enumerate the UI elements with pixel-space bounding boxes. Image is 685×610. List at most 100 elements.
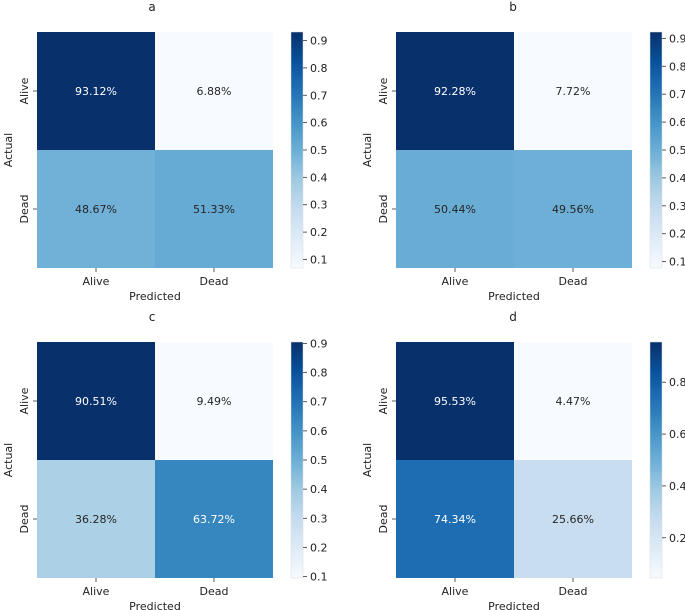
colorbar-tick-label: 0.6	[669, 116, 685, 129]
colorbar-tick-label: 0.4	[669, 172, 685, 185]
colorbar-tick-label: 0.4	[310, 483, 328, 496]
heatmap-cell	[155, 460, 273, 578]
colorbar-tick-label: 0.3	[669, 200, 685, 213]
cell-value-label: 50.44%	[434, 203, 476, 216]
x-tick-label: Dead	[559, 585, 588, 598]
cell-value-label: 90.51%	[75, 395, 117, 408]
cell-value-label: 36.28%	[75, 513, 117, 526]
panel-title: c	[149, 310, 156, 324]
heatmap-cell	[37, 342, 155, 460]
colorbar-tick-label: 0.6	[669, 428, 685, 441]
cell-value-label: 7.72%	[556, 85, 591, 98]
heatmap-cell	[514, 460, 632, 578]
cell-value-label: 48.67%	[75, 203, 117, 216]
x-tick-label: Alive	[83, 275, 110, 288]
panel-title: a	[148, 0, 155, 14]
cell-value-label: 92.28%	[434, 85, 476, 98]
colorbar-tick-label: 0.8	[310, 62, 328, 75]
confusion-matrix-panel-a: a 93.12% 6.88% 48.67% 51.33% Alive Dead Predict…	[2, 0, 328, 303]
confusion-matrix-panel-c: c 90.51% 9.49% 36.28% 63.72% Alive Dead Predict…	[2, 310, 328, 610]
colorbar-tick-label: 0.2	[669, 532, 685, 545]
x-axis-label: Predicted	[129, 290, 181, 303]
y-tick-label: Dead	[377, 505, 390, 534]
colorbar-tick-label: 0.5	[669, 144, 685, 157]
cell-value-label: 6.88%	[197, 85, 232, 98]
y-tick-label: Alive	[18, 77, 31, 104]
cell-value-label: 63.72%	[193, 513, 235, 526]
y-tick-label: Alive	[377, 77, 390, 104]
colorbar-tick-label: 0.4	[669, 480, 685, 493]
heatmap-cell	[396, 460, 514, 578]
colorbar-tick-label: 0.7	[310, 396, 328, 409]
x-tick-label: Alive	[83, 585, 110, 598]
heatmap-cell	[155, 342, 273, 460]
colorbar-tick-label: 0.6	[310, 425, 328, 438]
y-tick-label: Dead	[377, 195, 390, 224]
x-axis-label: Predicted	[488, 290, 540, 303]
colorbar-tick-label: 0.1	[669, 256, 685, 269]
cell-value-label: 93.12%	[75, 85, 117, 98]
y-tick-label: Dead	[18, 505, 31, 534]
cell-value-label: 49.56%	[552, 203, 594, 216]
colorbar-tick-label: 0.4	[310, 171, 328, 184]
colorbar-tick-label: 0.8	[669, 60, 685, 73]
heatmap-cell	[155, 32, 273, 150]
y-axis-label: Actual	[2, 443, 15, 477]
heatmap-cell	[37, 460, 155, 578]
colorbar-tick-label: 0.6	[310, 117, 328, 130]
colorbar-tick-label: 0.8	[310, 367, 328, 380]
colorbar-tick-label: 0.1	[310, 571, 328, 584]
colorbar-tick-label: 0.5	[310, 454, 328, 467]
x-tick-label: Alive	[442, 275, 469, 288]
cell-value-label: 25.66%	[552, 513, 594, 526]
cell-value-label: 9.49%	[197, 395, 232, 408]
heatmap-cell	[396, 32, 514, 150]
colorbar-tick-label: 0.3	[310, 199, 328, 212]
heatmap-cell	[396, 150, 514, 268]
heatmap-cell	[514, 32, 632, 150]
y-tick-label: Alive	[18, 387, 31, 414]
colorbar	[290, 341, 304, 579]
panel-title: b	[509, 0, 517, 14]
colorbar-tick-label: 0.9	[669, 32, 685, 45]
y-tick-label: Dead	[18, 195, 31, 224]
x-tick-label: Dead	[559, 275, 588, 288]
y-axis-label: Actual	[2, 133, 15, 167]
x-tick-label: Dead	[200, 275, 229, 288]
cell-value-label: 4.47%	[556, 395, 591, 408]
x-axis-label: Predicted	[129, 600, 181, 610]
y-axis-label: Actual	[361, 133, 374, 167]
colorbar	[290, 31, 304, 269]
cell-value-label: 95.53%	[434, 395, 476, 408]
colorbar-tick-label: 0.2	[310, 541, 328, 554]
colorbar-tick-label: 0.2	[669, 228, 685, 241]
cell-value-label: 74.34%	[434, 513, 476, 526]
heatmap-cell	[514, 342, 632, 460]
x-tick-label: Dead	[200, 585, 229, 598]
panel-title: d	[509, 310, 517, 324]
colorbar-tick-label: 0.5	[310, 144, 328, 157]
colorbar-tick-label: 0.7	[310, 89, 328, 102]
y-axis-label: Actual	[361, 443, 374, 477]
colorbar	[649, 341, 663, 579]
heatmap-cell	[155, 150, 273, 268]
colorbar-tick-label: 0.8	[669, 376, 685, 389]
y-tick-label: Alive	[377, 387, 390, 414]
colorbar-tick-label: 0.2	[310, 226, 328, 239]
heatmap-cell	[37, 32, 155, 150]
confusion-matrix-panel-b: b 92.28% 7.72% 50.44% 49.56% Alive Dead Predict…	[361, 0, 685, 303]
colorbar	[649, 31, 663, 269]
x-axis-label: Predicted	[488, 600, 540, 610]
colorbar-tick-label: 0.1	[310, 253, 328, 266]
colorbar-tick-label: 0.9	[310, 337, 328, 350]
confusion-matrix-panel-d: d 95.53% 4.47% 74.34% 25.66% Alive Dead Predict…	[361, 310, 685, 610]
x-tick-label: Alive	[442, 585, 469, 598]
cell-value-label: 51.33%	[193, 203, 235, 216]
heatmap-cell	[396, 342, 514, 460]
colorbar-tick-label: 0.9	[310, 35, 328, 48]
colorbar-tick-label: 0.7	[669, 88, 685, 101]
colorbar-tick-label: 0.3	[310, 512, 328, 525]
heatmap-cell	[514, 150, 632, 268]
heatmap-cell	[37, 150, 155, 268]
